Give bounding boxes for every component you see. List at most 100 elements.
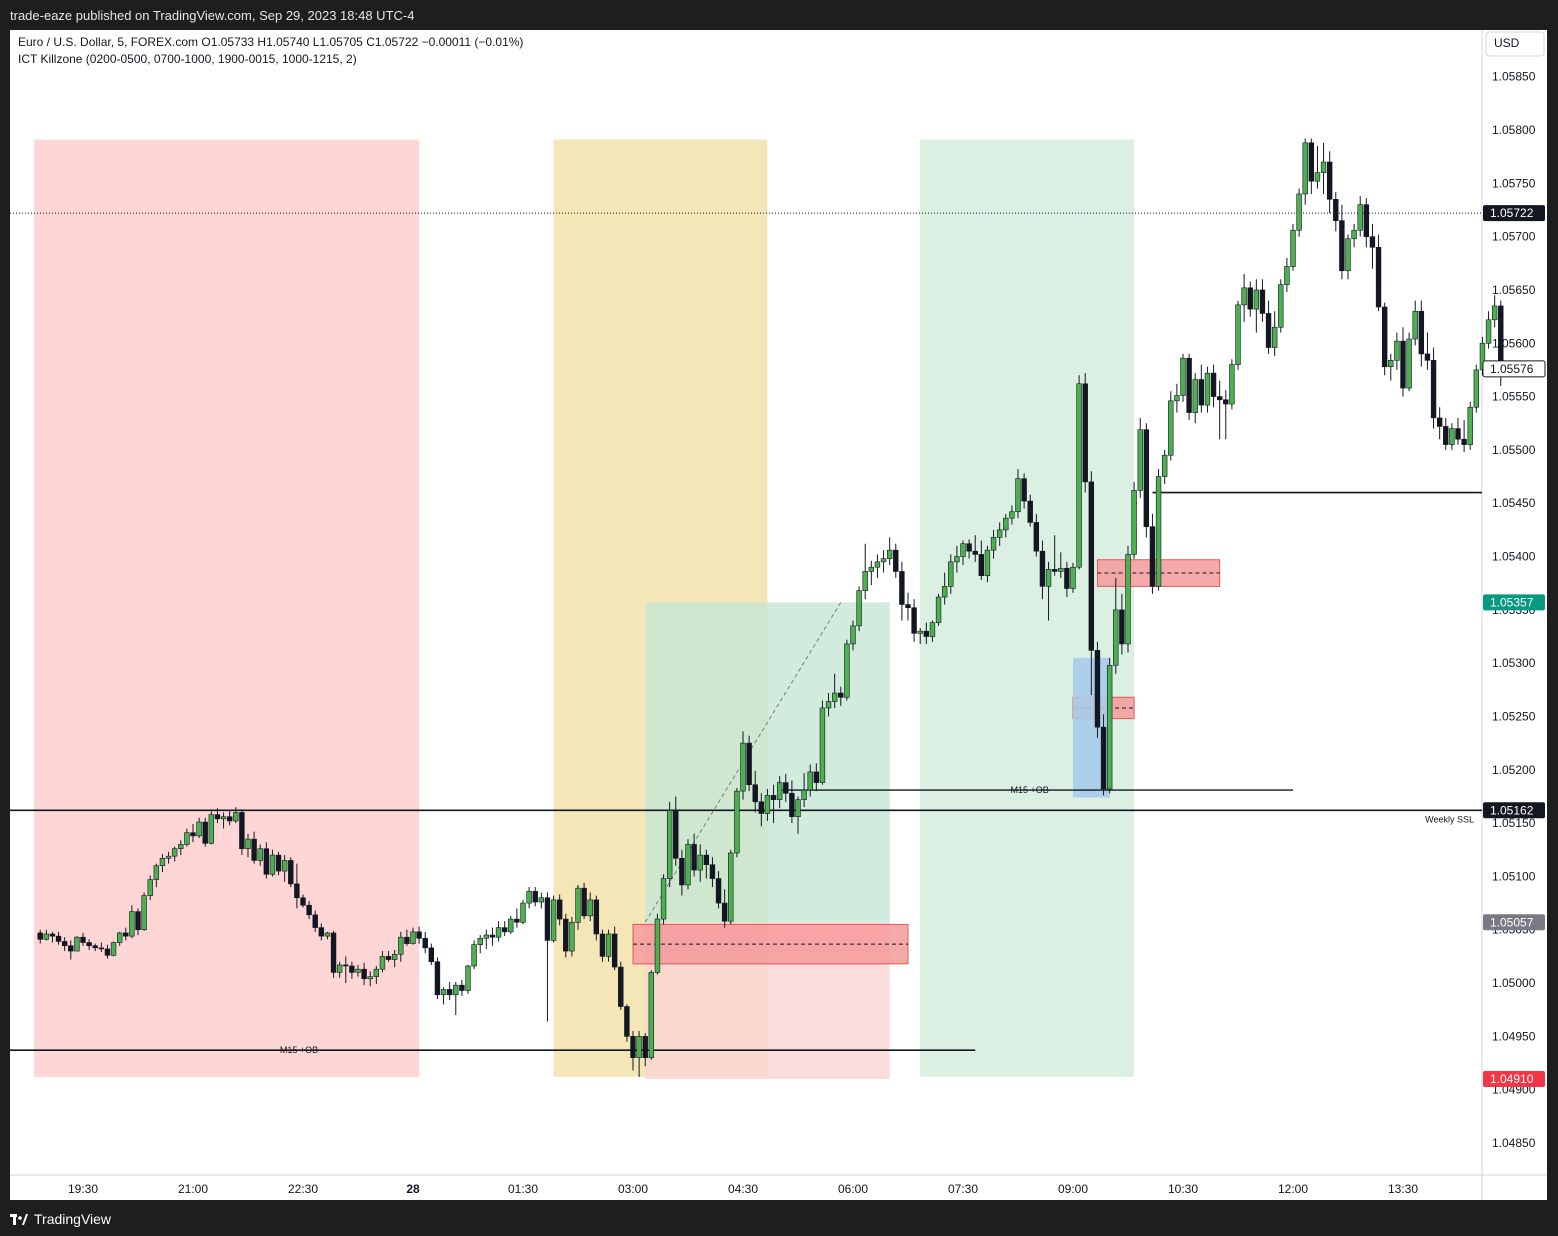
candle — [514, 908, 520, 928]
candle — [1119, 593, 1125, 655]
candle — [1125, 545, 1131, 653]
candle-body — [899, 571, 905, 605]
symbol-legend[interactable]: Euro / U.S. Dollar, 5, FOREX.com O1.0573… — [18, 35, 524, 49]
candle — [1296, 188, 1302, 237]
candle-body — [116, 932, 123, 943]
candle — [984, 545, 991, 583]
currency-unit-button[interactable]: USD — [1494, 36, 1520, 50]
price-axis-label: 1.05057 — [1490, 915, 1534, 929]
candle — [611, 926, 618, 971]
candle-body — [178, 844, 184, 849]
candle-body — [1076, 383, 1082, 568]
candle — [98, 942, 105, 953]
candle — [1259, 279, 1266, 322]
candle-body — [239, 812, 245, 849]
candle-body — [1247, 287, 1253, 310]
candle-body — [391, 953, 398, 960]
candle — [385, 951, 392, 962]
candle-body — [1149, 526, 1156, 587]
candle — [569, 916, 575, 957]
candle — [489, 927, 496, 946]
candle — [37, 929, 43, 944]
candle-body — [220, 816, 227, 820]
candle-body — [624, 1006, 630, 1037]
candle — [948, 554, 954, 594]
candle-body — [440, 989, 447, 996]
candle — [343, 956, 349, 984]
candle-body — [269, 854, 276, 875]
price-chart[interactable]: Weekly SSL M15 +OB M15 +OB 1.05850 1.05800 1.… — [10, 30, 1547, 1200]
candle-body — [532, 891, 538, 903]
candle-body — [153, 865, 160, 880]
candle — [184, 828, 190, 847]
tradingview-logo-icon — [10, 1213, 28, 1225]
candle — [428, 943, 435, 965]
chart-frame[interactable]: Weekly SSL M15 +OB M15 +OB 1.05850 1.05800 1.… — [10, 30, 1547, 1200]
candle — [123, 927, 129, 941]
candle — [1223, 390, 1229, 440]
candle — [43, 929, 50, 941]
candle-body — [1009, 511, 1015, 519]
candle — [978, 540, 985, 580]
candle — [740, 731, 746, 800]
footer-bar: TradingView — [0, 1200, 1558, 1236]
time-tick-label: 22:30 — [288, 1182, 318, 1196]
candle — [996, 522, 1003, 546]
m15-ob-label-1: M15 +OB — [280, 1045, 318, 1055]
candle — [624, 1004, 630, 1042]
candle-body — [1168, 400, 1174, 456]
candle — [960, 540, 966, 566]
candle — [831, 673, 838, 708]
indicator-legend[interactable]: ICT Killzone (0200-0500, 0700-1000, 1900… — [18, 52, 357, 66]
candle-body — [893, 549, 899, 572]
candle-body — [874, 561, 881, 568]
candle — [666, 801, 673, 888]
candle-body — [1003, 517, 1009, 531]
candle-body — [715, 878, 722, 904]
candle — [453, 981, 459, 1016]
candle — [703, 849, 710, 879]
price-axis-label: 1.05357 — [1490, 595, 1534, 609]
candle-body — [1070, 566, 1076, 589]
candle — [581, 882, 587, 920]
candle — [844, 639, 850, 701]
candle-body — [1253, 289, 1260, 310]
candle — [721, 889, 728, 928]
candle-body — [746, 742, 752, 786]
candle-body — [1021, 478, 1027, 502]
candle-body — [49, 933, 56, 937]
candle-body — [618, 966, 624, 1007]
candle-body — [1210, 372, 1217, 397]
candle-body — [1308, 142, 1315, 182]
candle-body — [1180, 357, 1186, 396]
candle-body — [1394, 340, 1400, 361]
candle-body — [129, 911, 135, 937]
candle — [1021, 473, 1027, 509]
candle-body — [1265, 313, 1272, 348]
tradingview-logo[interactable]: TradingView — [10, 1211, 111, 1227]
time-tick-label: 12:00 — [1278, 1182, 1308, 1196]
candle — [599, 929, 606, 962]
candle — [1388, 353, 1394, 381]
candle — [1088, 471, 1095, 696]
candle-body — [361, 968, 367, 980]
candle-body — [446, 989, 453, 996]
publisher-bar: trade-eaze published on TradingView.com,… — [0, 0, 1558, 30]
candle-body — [508, 918, 514, 933]
price-tick-label: 1.05800 — [1492, 123, 1536, 137]
candle — [391, 949, 398, 968]
candle-body — [416, 931, 422, 939]
price-tick-label: 1.05100 — [1492, 869, 1536, 883]
candle — [165, 851, 172, 864]
candle — [893, 543, 899, 578]
candle-body — [948, 561, 954, 587]
candle — [660, 874, 667, 925]
candle — [1094, 641, 1101, 738]
tradingview-brand: TradingView — [34, 1211, 112, 1227]
candle — [1314, 145, 1321, 189]
candle — [318, 923, 325, 941]
time-tick-label: 21:00 — [178, 1182, 208, 1196]
candle — [1284, 257, 1290, 293]
candle-body — [1467, 406, 1473, 445]
candle-body — [233, 812, 239, 822]
